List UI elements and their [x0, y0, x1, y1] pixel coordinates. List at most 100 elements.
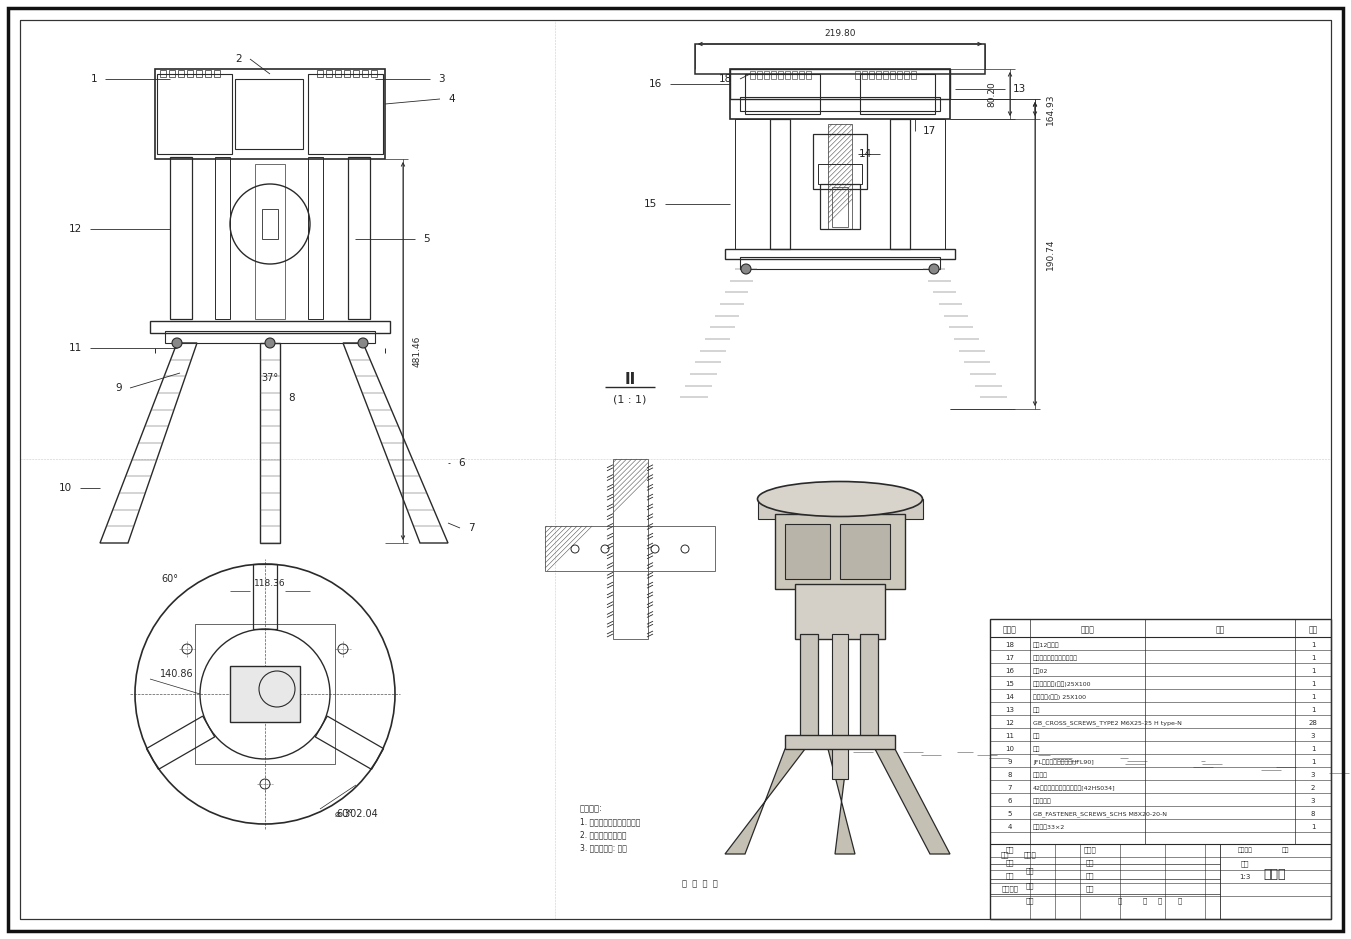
Text: 481.46: 481.46 [412, 335, 422, 367]
Bar [259, 343, 280, 543]
Text: 6: 6 [458, 458, 465, 468]
Text: 12: 12 [1005, 720, 1015, 726]
Bar [195, 624, 335, 764]
Text: 5: 5 [1008, 811, 1012, 817]
Bar [813, 134, 867, 189]
Text: 16: 16 [1005, 668, 1015, 674]
Bar [911, 119, 944, 249]
Text: 项目号: 项目号 [1002, 625, 1017, 635]
Bar [735, 119, 770, 249]
Text: 底座: 底座 [1034, 747, 1040, 752]
Text: GB_FASTENER_SCREWS_SCHS M8X20-20-N: GB_FASTENER_SCREWS_SCHS M8X20-20-N [1034, 811, 1167, 817]
Bar [798, 71, 804, 79]
Text: 工艺: 工艺 [1086, 860, 1094, 867]
Text: 80.20: 80.20 [988, 81, 997, 107]
Bar [159, 70, 166, 77]
Text: 校核: 校核 [1005, 872, 1015, 879]
Bar [869, 71, 874, 79]
Text: 审核: 审核 [1025, 883, 1035, 889]
Text: 1: 1 [91, 74, 97, 84]
Bar [911, 71, 916, 79]
Text: 16: 16 [648, 79, 662, 89]
Text: 11: 11 [1005, 733, 1015, 739]
Bar [694, 44, 985, 74]
Text: 标记: 标记 [1005, 847, 1015, 854]
Bar [317, 70, 323, 77]
Text: 机械爪支架: 机械爪支架 [1034, 798, 1051, 804]
Bar [861, 74, 935, 114]
Text: 60°: 60° [162, 574, 178, 584]
Text: 10: 10 [1005, 746, 1015, 752]
Bar [855, 71, 861, 79]
Text: 8: 8 [288, 393, 295, 403]
Text: 设计: 设计 [1001, 852, 1009, 858]
Bar [990, 619, 1331, 919]
Bar [186, 70, 193, 77]
Text: 1: 1 [1310, 746, 1316, 752]
Text: 零件号: 零件号 [1081, 625, 1094, 635]
Text: 7: 7 [1008, 785, 1012, 791]
Bar [875, 71, 881, 79]
Text: 5: 5 [423, 234, 430, 244]
Bar [758, 499, 923, 519]
Text: 主管设计: 主管设计 [1001, 885, 1019, 892]
Bar [169, 70, 176, 77]
Bar [362, 70, 367, 77]
Text: 17: 17 [923, 126, 936, 136]
Text: 机械爪子: 机械爪子 [1034, 772, 1048, 777]
Text: 3: 3 [1310, 798, 1316, 804]
Bar [832, 187, 848, 227]
Text: 9: 9 [115, 383, 122, 393]
Text: 12: 12 [69, 224, 82, 234]
Text: 1. 安装请正确连接电机接线: 1. 安装请正确连接电机接线 [580, 818, 640, 826]
Text: 共  张  第  张: 共 张 第 张 [682, 880, 717, 888]
Bar [335, 70, 340, 77]
Text: 8: 8 [1310, 811, 1316, 817]
Text: 2. 安装请参照说明书: 2. 安装请参照说明书 [580, 830, 627, 839]
Bar [308, 74, 382, 154]
Text: 支架02: 支架02 [1034, 669, 1048, 674]
Text: 13: 13 [1005, 707, 1015, 713]
Text: 8: 8 [1008, 772, 1012, 778]
Text: II: II [624, 372, 635, 387]
Text: 17: 17 [1005, 655, 1015, 661]
Text: 6: 6 [1008, 798, 1012, 804]
Text: 1: 1 [1310, 759, 1316, 765]
Bar [862, 71, 867, 79]
Bar [613, 459, 648, 639]
Bar [353, 70, 359, 77]
Text: (1 : 1): (1 : 1) [613, 394, 647, 404]
Circle shape [265, 338, 276, 348]
Bar [785, 71, 790, 79]
Text: 滑台: 滑台 [1034, 707, 1040, 713]
Bar [765, 71, 769, 79]
Text: 标准化: 标准化 [1024, 852, 1036, 858]
Bar [372, 70, 377, 77]
Bar [792, 71, 797, 79]
Text: 14: 14 [1005, 694, 1015, 700]
Bar [832, 634, 848, 779]
Text: 3: 3 [438, 74, 444, 84]
Text: 第: 第 [1158, 898, 1162, 904]
Text: 标准化: 标准化 [1084, 847, 1097, 854]
Text: 18: 18 [1005, 642, 1015, 648]
Text: 润滑式轴承内圆筒型导程式: 润滑式轴承内圆筒型导程式 [1034, 655, 1078, 661]
Text: 比例: 比例 [1240, 861, 1250, 868]
Text: 28: 28 [1309, 720, 1317, 726]
Text: 2: 2 [1310, 785, 1315, 791]
Text: 219.80: 219.80 [824, 29, 855, 38]
Bar [150, 321, 390, 333]
Circle shape [929, 264, 939, 274]
Circle shape [358, 338, 367, 348]
Bar [213, 70, 220, 77]
Text: 设计: 设计 [1005, 860, 1015, 867]
Bar [544, 526, 715, 571]
Text: 60°: 60° [336, 809, 354, 819]
Bar [730, 69, 950, 119]
Text: 190.74: 190.74 [1046, 239, 1055, 269]
Circle shape [740, 264, 751, 274]
Text: 10: 10 [59, 483, 72, 493]
Circle shape [172, 338, 182, 348]
Bar [817, 164, 862, 184]
Text: 批准: 批准 [1025, 898, 1035, 904]
